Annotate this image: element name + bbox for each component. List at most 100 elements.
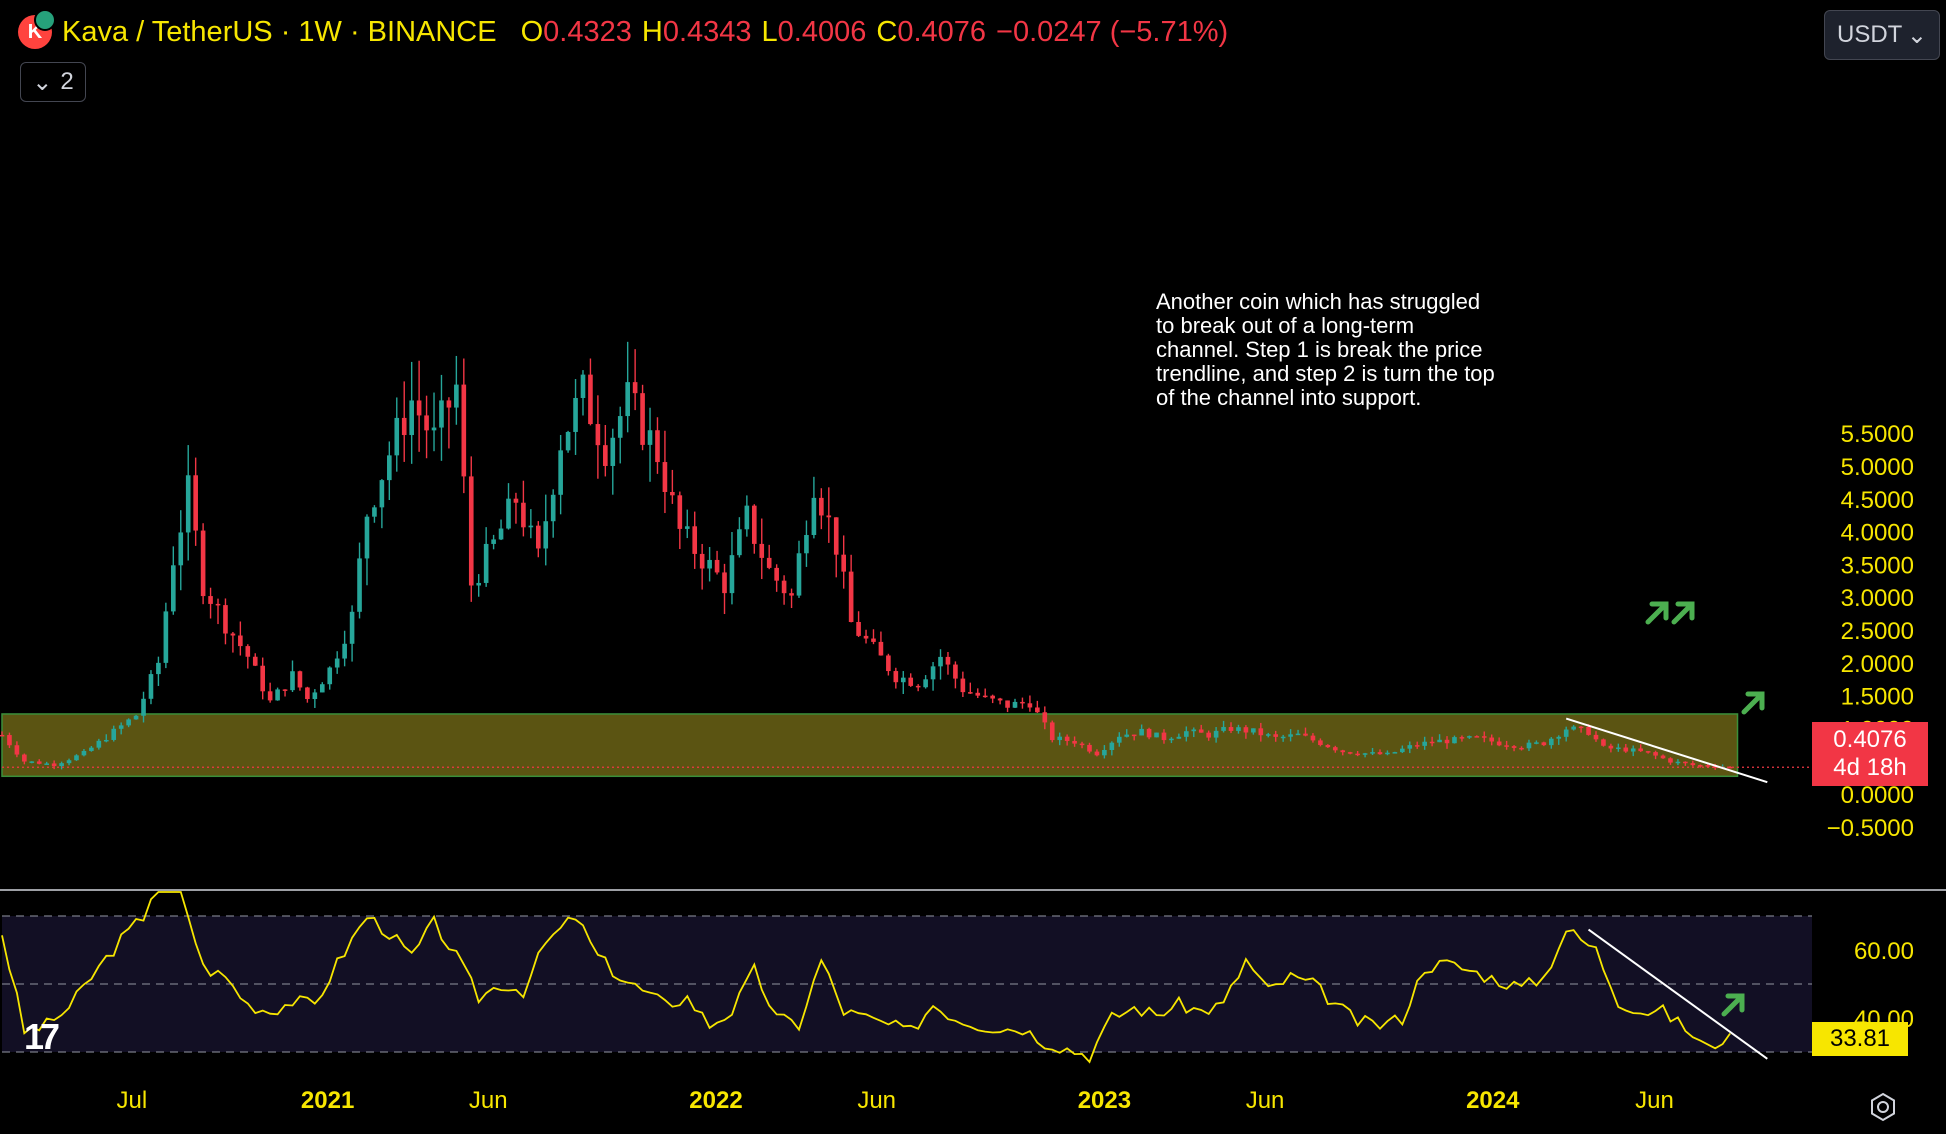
candle[interactable]	[1265, 732, 1271, 738]
candle[interactable]	[751, 504, 757, 554]
candle[interactable]	[409, 361, 414, 464]
candle[interactable]	[565, 430, 571, 453]
candle[interactable]	[1697, 764, 1703, 768]
tradingview-logo-icon[interactable]: 17	[24, 1016, 60, 1057]
candle[interactable]	[29, 761, 35, 764]
candle[interactable]	[968, 682, 973, 694]
candle[interactable]	[915, 684, 921, 692]
candle[interactable]	[953, 661, 958, 689]
candle[interactable]	[1109, 741, 1115, 756]
candle[interactable]	[811, 476, 817, 539]
rsi-pane[interactable]	[1, 891, 1812, 1064]
candle[interactable]	[796, 540, 802, 598]
candle[interactable]	[789, 588, 794, 609]
candle[interactable]	[1504, 740, 1509, 750]
candle[interactable]	[1273, 730, 1279, 742]
candle[interactable]	[1310, 733, 1316, 743]
candle[interactable]	[997, 697, 1003, 705]
candle[interactable]	[930, 661, 936, 691]
chart-annotation-text[interactable]: Another coin which has struggled to brea…	[1156, 289, 1495, 410]
candle[interactable]	[1683, 761, 1688, 766]
candle[interactable]	[848, 554, 854, 623]
candle[interactable]	[1161, 729, 1167, 744]
candle[interactable]	[625, 341, 630, 433]
candle[interactable]	[1169, 737, 1174, 744]
candle[interactable]	[1437, 734, 1442, 743]
candle[interactable]	[245, 644, 251, 669]
candle[interactable]	[699, 543, 705, 590]
candle[interactable]	[89, 746, 94, 752]
candle[interactable]	[1556, 735, 1562, 745]
rsi-breakout-arrow[interactable]	[1721, 993, 1745, 1017]
candle[interactable]	[1541, 741, 1547, 747]
candle[interactable]	[401, 381, 407, 462]
candle[interactable]	[1221, 720, 1226, 733]
candle[interactable]	[1318, 738, 1323, 747]
candle[interactable]	[319, 682, 325, 693]
candle[interactable]	[982, 688, 988, 698]
candle[interactable]	[275, 687, 280, 701]
candle[interactable]	[1146, 727, 1152, 740]
candle[interactable]	[833, 517, 839, 578]
candle[interactable]	[617, 406, 623, 464]
candle[interactable]	[1452, 735, 1457, 744]
candle[interactable]	[729, 532, 735, 605]
candle[interactable]	[1377, 749, 1383, 755]
candle[interactable]	[498, 519, 504, 541]
candle[interactable]	[1206, 730, 1211, 741]
candle[interactable]	[595, 395, 601, 479]
candle[interactable]	[826, 487, 832, 543]
candle[interactable]	[1027, 695, 1033, 712]
candle[interactable]	[1414, 741, 1420, 749]
candle[interactable]	[1280, 734, 1286, 742]
candle[interactable]	[200, 523, 206, 605]
candle[interactable]	[126, 718, 131, 728]
candle[interactable]	[1392, 751, 1398, 754]
candle[interactable]	[1295, 729, 1301, 736]
candle[interactable]	[96, 738, 102, 750]
candle[interactable]	[960, 671, 966, 698]
candle[interactable]	[1563, 726, 1569, 742]
candle[interactable]	[923, 675, 928, 689]
candle[interactable]	[655, 417, 660, 474]
candle[interactable]	[603, 425, 608, 477]
candle[interactable]	[260, 657, 266, 700]
candle[interactable]	[1467, 735, 1472, 739]
candle[interactable]	[74, 754, 79, 761]
candle[interactable]	[312, 689, 318, 708]
candle[interactable]	[781, 575, 787, 605]
candle[interactable]	[252, 653, 258, 667]
candle[interactable]	[290, 660, 295, 693]
candle[interactable]	[1400, 745, 1405, 754]
candle[interactable]	[193, 457, 198, 546]
currency-select[interactable]: USDT ⌄	[1824, 10, 1940, 60]
candle[interactable]	[223, 598, 228, 645]
candle[interactable]	[1340, 749, 1346, 756]
candle[interactable]	[1184, 726, 1189, 742]
candle[interactable]	[1489, 734, 1495, 746]
candle[interactable]	[1094, 749, 1100, 757]
candle[interactable]	[297, 670, 303, 691]
candle[interactable]	[1347, 751, 1353, 755]
breakout-arrow-1[interactable]	[1645, 601, 1669, 625]
candle[interactable]	[461, 358, 467, 494]
candle[interactable]	[394, 397, 400, 472]
candle[interactable]	[103, 734, 109, 743]
breakout-arrow-3[interactable]	[1741, 691, 1765, 715]
candle[interactable]	[454, 355, 459, 425]
candle[interactable]	[1131, 734, 1137, 741]
candle[interactable]	[424, 395, 429, 459]
candle[interactable]	[804, 520, 809, 567]
candle[interactable]	[1548, 737, 1554, 749]
candle[interactable]	[871, 629, 876, 645]
candle[interactable]	[550, 489, 556, 538]
candle[interactable]	[1042, 706, 1048, 730]
candle[interactable]	[1407, 741, 1413, 754]
candle[interactable]	[1422, 736, 1427, 750]
candle[interactable]	[1139, 724, 1144, 736]
candle[interactable]	[1429, 736, 1435, 747]
candle[interactable]	[1370, 747, 1375, 756]
candle[interactable]	[543, 494, 549, 566]
candle[interactable]	[282, 689, 288, 697]
candle[interactable]	[22, 753, 27, 765]
